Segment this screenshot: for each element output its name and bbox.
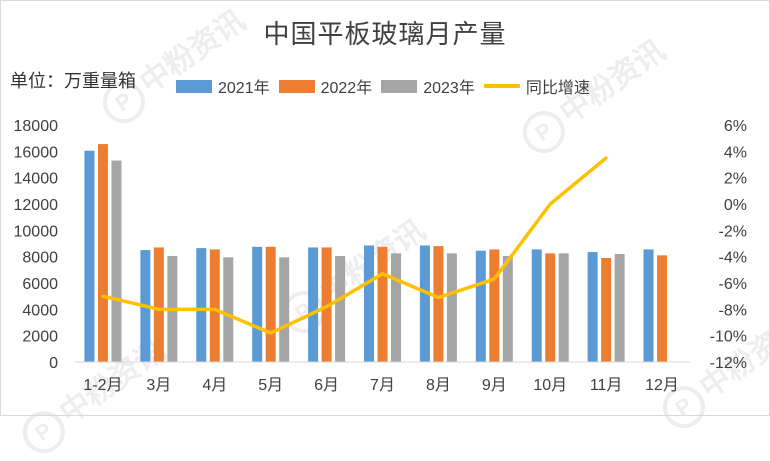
bar-2022年 [601, 257, 612, 362]
x-tick-label: 4月 [202, 377, 227, 394]
right-tick-label: 4% [724, 144, 747, 161]
x-axis: 1-2月 3月 4月 5月 6月 7月 8月 9月 10月 11月 12月 [75, 361, 690, 394]
bar-2021年 [308, 247, 319, 362]
legend-item-yoy: 同比增速 [483, 74, 590, 98]
left-tick-label: 14000 [14, 171, 59, 188]
x-tick-label: 7月 [370, 377, 395, 394]
x-tick-label: 11月 [590, 377, 623, 394]
line-yoy-growth [102, 156, 608, 335]
left-tick-label: 18000 [14, 118, 59, 135]
right-tick-label: -6% [719, 276, 747, 293]
legend-label-yoy: 同比增速 [525, 80, 590, 97]
right-tick-label: 0% [724, 197, 747, 214]
left-tick-label: 8000 [22, 250, 58, 267]
line-point [548, 202, 552, 206]
bar-2022年 [377, 246, 388, 362]
right-tick-label: -10% [710, 329, 747, 346]
legend-line-yoy [483, 84, 520, 88]
line-point [101, 294, 105, 298]
bar-2022年 [657, 255, 668, 362]
line-point [492, 277, 496, 281]
legend-item-2021: 2021年 [176, 74, 270, 98]
left-tick-label: 0 [49, 355, 58, 372]
bar-2021年 [196, 248, 207, 362]
bar-2021年 [419, 245, 430, 362]
line-point [436, 295, 440, 299]
bar-2023年 [502, 256, 513, 362]
left-tick-label: 12000 [14, 197, 59, 214]
line-point [381, 272, 384, 276]
bar-2023年 [391, 253, 401, 362]
chart-title: 中国平板玻璃月产量 [263, 19, 507, 49]
right-axis: -12% -10% -8% -6% -4% -2% 0% 2% 4% 6% [710, 118, 747, 372]
x-tick-label: 5月 [258, 377, 283, 394]
left-tick-label: 4000 [22, 302, 58, 319]
legend-label-2021: 2021年 [218, 80, 270, 97]
left-tick-label: 10000 [14, 223, 59, 240]
bar-2021年 [643, 249, 654, 362]
bar-2021年 [587, 252, 598, 362]
bar-2023年 [335, 256, 346, 362]
bar-2022年 [153, 247, 164, 362]
bar-2021年 [252, 246, 263, 362]
left-tick-label: 2000 [22, 329, 58, 346]
line-point [325, 305, 329, 309]
bar-2022年 [433, 246, 444, 362]
x-tick-label: 9月 [482, 377, 507, 394]
bar-2022年 [489, 249, 500, 362]
bar-2023年 [558, 253, 569, 362]
x-tick-label: 10月 [533, 377, 567, 394]
bar-2023年 [446, 253, 457, 362]
bar-2021年 [531, 249, 542, 362]
right-tick-label: -8% [719, 302, 747, 319]
x-tick-label: 12月 [645, 377, 679, 394]
x-tick-label: 8月 [426, 377, 451, 394]
x-tick-label: 6月 [314, 377, 339, 394]
legend-label-2022: 2022年 [320, 80, 373, 97]
x-tick-label: 1-2月 [83, 377, 122, 394]
legend: 2021年 2022年 2023年 同比增速 [176, 74, 599, 98]
legend-item-2023: 2023年 [381, 74, 475, 98]
chart-plot: 0 2000 4000 6000 8000 10000 12000 14000 16000 180… [14, 118, 748, 394]
bar-2022年 [97, 144, 108, 362]
right-tick-label: 6% [724, 118, 747, 135]
left-tick-label: 16000 [14, 144, 59, 161]
legend-label-2023: 2023年 [423, 80, 475, 97]
legend-swatch-2023 [381, 79, 418, 93]
bar-series [84, 144, 668, 362]
bar-2022年 [209, 249, 220, 362]
bar-2023年 [614, 254, 625, 362]
line-series [101, 156, 608, 335]
bar-2021年 [475, 250, 486, 362]
bar-2022年 [265, 246, 276, 362]
bar-2023年 [111, 160, 122, 362]
right-tick-label: -2% [719, 223, 747, 240]
legend-swatch-2022 [278, 79, 315, 93]
bar-2021年 [84, 150, 95, 362]
left-axis: 0 2000 4000 6000 8000 10000 12000 14000 16000 180… [14, 118, 59, 372]
right-tick-label: -4% [719, 250, 747, 267]
left-tick-label: 6000 [22, 276, 58, 293]
unit-label: 单位：万重量箱 [10, 71, 136, 91]
line-point [604, 156, 608, 160]
legend-swatch-2021 [176, 79, 212, 93]
legend-item-2022: 2022年 [278, 74, 373, 98]
bar-2021年 [364, 245, 374, 362]
bar-2022年 [545, 253, 556, 362]
right-tick-label: -12% [710, 355, 747, 372]
right-tick-label: 2% [724, 171, 747, 188]
bar-2023年 [223, 257, 234, 362]
x-tick-label: 3月 [146, 377, 171, 394]
line-point [269, 331, 273, 335]
line-point [213, 307, 217, 311]
line-point [157, 307, 161, 311]
bar-2023年 [279, 257, 290, 362]
